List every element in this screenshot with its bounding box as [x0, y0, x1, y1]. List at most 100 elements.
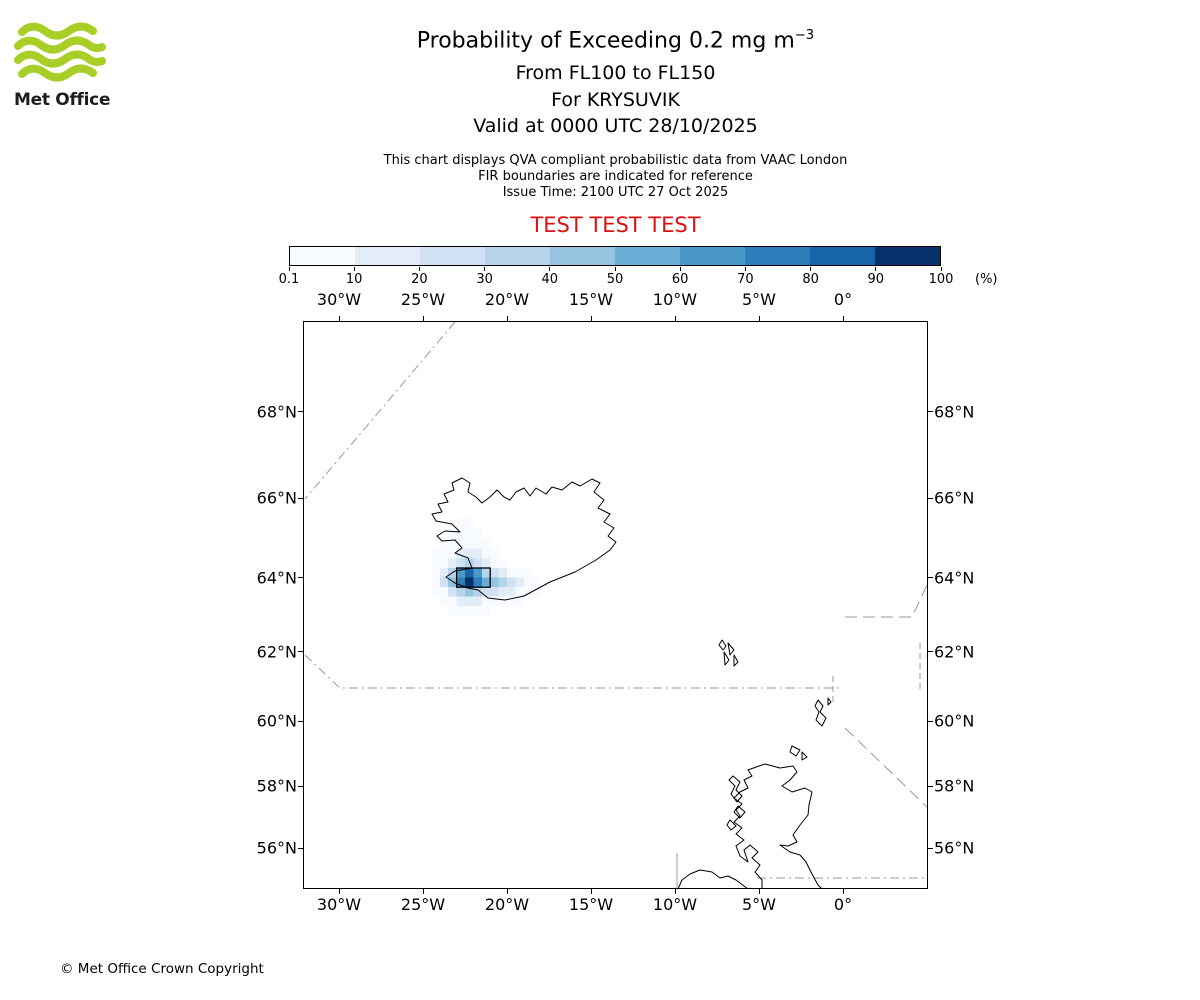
lon-label-top: 25°W [400, 290, 446, 309]
orkney-islands-1 [789, 745, 801, 757]
colorbar-segment [355, 247, 420, 265]
colorbar-segment [290, 247, 355, 265]
lon-label-top: 10°W [652, 290, 698, 309]
prob-cell [498, 577, 507, 588]
colorbar-tick [810, 267, 812, 271]
colorbar-segment [485, 247, 550, 265]
lat-label-left: 64°N [256, 568, 297, 588]
prob-cell [448, 596, 457, 606]
colorbar-segment [745, 247, 810, 265]
lon-label-bottom: 30°W [316, 895, 362, 914]
colorbar-tick-label: 30 [476, 272, 493, 287]
prob-cell [515, 568, 524, 578]
prob-cell [465, 528, 474, 539]
colorbar-tick [614, 267, 616, 271]
colorbar-segment [420, 247, 485, 265]
prob-cell [473, 587, 482, 597]
prob-cell [456, 518, 465, 529]
lon-label-top: 0° [833, 290, 853, 309]
fir-info-line: FIR boundaries are indicated for referen… [478, 168, 753, 184]
colorbar-tick [744, 267, 746, 271]
faroe-island-4 [733, 654, 739, 667]
lat-label-left: 56°N [256, 838, 297, 858]
faroe-island-3 [723, 651, 730, 666]
lat-tick [928, 785, 933, 787]
prob-cell [448, 577, 457, 588]
chart-title-text: Probability of Exceeding 0.2 mg m [416, 28, 795, 54]
prob-cell [481, 548, 491, 559]
lat-tick [928, 720, 933, 722]
fir-boundary-nw-diagonal [304, 321, 456, 500]
colorbar-segment [615, 247, 680, 265]
map-border [303, 321, 928, 889]
lon-label-top: 30°W [316, 290, 362, 309]
prob-cell [431, 587, 440, 597]
prob-cell [465, 596, 474, 606]
prob-cell [473, 568, 482, 578]
chart-header: Probability of Exceeding 0.2 mg m−3 From… [303, 28, 928, 237]
lat-label-right: 62°N [934, 642, 975, 662]
lon-tick [338, 889, 340, 894]
faroe-island-1 [718, 639, 727, 651]
lon-label-bottom: 0° [833, 895, 853, 914]
lon-label-bottom: 15°W [568, 895, 614, 914]
volcano-name: For KRYSUVIK [551, 88, 680, 111]
prob-cell [465, 577, 474, 588]
prob-cell [473, 606, 482, 616]
colorbar-tick [875, 267, 877, 271]
probability-contour [455, 567, 491, 588]
lon-label-bottom: 25°W [400, 895, 446, 914]
valid-time: Valid at 0000 UTC 28/10/2025 [473, 115, 758, 138]
ireland-coastline [677, 869, 749, 889]
lat-label-left: 62°N [256, 642, 297, 662]
contour-line [455, 567, 491, 588]
lat-label-right: 60°N [934, 711, 975, 731]
prob-cell [431, 548, 440, 559]
lon-tick [590, 889, 592, 894]
colorbar-tick-label: 60 [671, 272, 689, 287]
prob-cell [481, 568, 491, 578]
colorbar-segments [289, 246, 941, 266]
lat-label-left: 60°N [256, 711, 297, 731]
met-office-logo-waves [14, 22, 106, 82]
lon-tick [674, 889, 676, 894]
prob-cell [431, 577, 440, 588]
met-office-logo-text: Met Office [14, 90, 111, 110]
prob-cell [481, 558, 491, 568]
lon-label-bottom: 5°W [742, 895, 776, 914]
title-superscript: −3 [794, 28, 815, 43]
lat-tick [928, 577, 933, 579]
qva-info-line: This chart displays QVA compliant probab… [383, 152, 848, 168]
prob-cell [439, 548, 449, 559]
chart-title: Probability of Exceeding 0.2 mg m−3 [303, 28, 928, 53]
prob-cell [465, 558, 474, 568]
colorbar-tick-label: 70 [737, 272, 754, 287]
hebrides-island-3 [726, 819, 737, 831]
lat-tick [928, 411, 933, 413]
prob-cell [515, 587, 524, 597]
prob-cell [431, 568, 440, 578]
prob-cell [465, 548, 474, 559]
prob-cell [490, 596, 499, 606]
logo-wave [14, 50, 106, 68]
prob-cell [498, 568, 507, 578]
colorbar-segment [810, 247, 875, 265]
prob-cell [456, 558, 465, 568]
lat-label-right: 64°N [934, 568, 975, 588]
prob-cell [465, 518, 474, 529]
prob-cell [473, 528, 482, 539]
lon-tick [842, 889, 844, 894]
logo-wave [14, 36, 106, 54]
prob-cell [498, 587, 507, 597]
shetland-islands-2 [827, 697, 832, 706]
prob-cell [532, 577, 541, 588]
prob-cell [448, 558, 457, 568]
fir-boundary-se-diagonal [844, 727, 928, 809]
lat-tick [928, 497, 933, 499]
prob-cell [473, 558, 482, 568]
lon-tick [758, 889, 760, 894]
colorbar-tick-label: 90 [867, 272, 885, 287]
prob-cell [465, 606, 474, 616]
prob-cell [481, 606, 491, 616]
